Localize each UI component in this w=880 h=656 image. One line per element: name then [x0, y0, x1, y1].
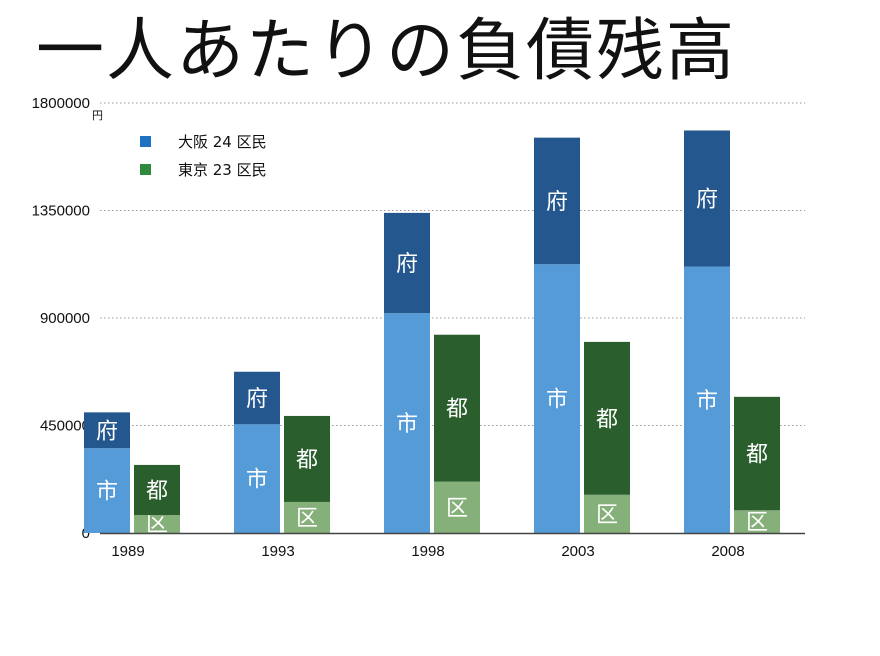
y-unit-label: 円 [92, 109, 103, 122]
bar-segment-1998 [434, 334, 480, 482]
bar-segment-label: 区 [746, 511, 768, 536]
bar-segment-1993 [284, 501, 330, 533]
bar-segment-label: 府 [546, 190, 568, 215]
y-tick-label: 450000 [40, 418, 90, 435]
legend-label: 東京 23 区民 [178, 161, 267, 179]
bar-segment-1989 [84, 412, 130, 449]
bar-segment-2008 [684, 130, 730, 267]
bar-segment-2003 [534, 137, 580, 265]
bar-segment-label: 都 [596, 407, 618, 432]
bar-segment-label: 府 [246, 387, 268, 412]
x-tick-label: 1989 [111, 543, 144, 560]
bar-segment-1989 [134, 515, 180, 533]
bar-segment-2003 [534, 264, 580, 533]
bar-segment-label: 市 [396, 412, 418, 437]
bar-segment-2008 [684, 266, 730, 533]
bar-segment-label: 府 [396, 252, 418, 277]
bar-segment-1998 [384, 313, 430, 533]
legend-swatch [140, 136, 151, 147]
y-tick-label: 1800000 [32, 95, 90, 112]
bar-segment-label: 市 [246, 468, 268, 493]
bar-segment-label: 区 [446, 496, 468, 521]
x-tick-label: 2003 [561, 543, 594, 560]
bar-segment-label: 区 [596, 503, 618, 528]
bar-segment-1993 [284, 415, 330, 502]
bar-segment-2003 [584, 341, 630, 495]
x-axis: 1989 1993 1998 2003 2008 [100, 532, 805, 560]
bar-segment-1993 [234, 371, 280, 425]
chart-title: 一人あたりの負債残高 [36, 12, 737, 91]
x-tick-label: 2008 [711, 543, 744, 560]
bar-segment-label: 市 [96, 480, 118, 505]
bar-segment-1989 [84, 448, 130, 533]
x-tick-label: 1993 [261, 543, 294, 560]
bar-segment-label: 区 [146, 512, 168, 537]
bar-segment-label: 都 [746, 443, 768, 468]
y-tick-label: 1350000 [32, 203, 90, 220]
bar-segment-label: 都 [296, 448, 318, 473]
bar-segment-label: 市 [546, 388, 568, 413]
bar-segment-2008 [734, 510, 780, 533]
bar-segment-label: 府 [696, 188, 718, 213]
legend-swatch [140, 164, 151, 175]
bar-segment-1998 [434, 481, 480, 533]
bar-segment-1989 [134, 464, 180, 516]
bar-segment-label: 区 [296, 506, 318, 531]
legend-label: 大阪 24 区民 [178, 133, 267, 151]
bar-segment-2003 [584, 494, 630, 533]
y-tick-label: 900000 [40, 310, 90, 327]
bar-segment-1998 [384, 212, 430, 314]
bar-segment-2008 [734, 396, 780, 511]
bar-segment-label: 都 [146, 479, 168, 504]
bar-segment-label: 市 [696, 389, 718, 414]
bar-segment-1993 [234, 424, 280, 533]
bar-segment-label: 府 [96, 419, 118, 444]
x-tick-label: 1998 [411, 543, 444, 560]
bar-segment-label: 都 [446, 397, 468, 422]
y-tick-label: 0 [82, 525, 90, 542]
